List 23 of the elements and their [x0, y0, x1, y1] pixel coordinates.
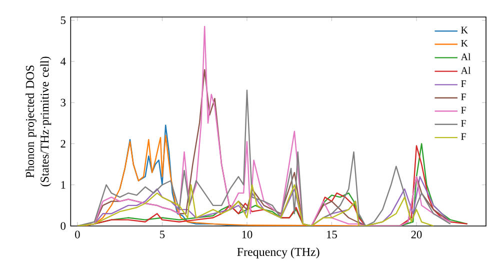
legend-label: K: [461, 26, 468, 34]
x-tick-label: 5: [160, 230, 165, 238]
x-tick-label: 10: [242, 230, 252, 238]
legend-label: Al: [460, 53, 471, 60]
x-tick-label: 15: [327, 230, 337, 238]
x-tick-label: 20: [411, 230, 422, 238]
line-series: [76, 184, 434, 226]
y-tick-label: 1: [61, 181, 66, 189]
x-tick-label: 0: [75, 230, 80, 238]
y-tick-label: 4: [60, 58, 66, 66]
y-axis-title: Phonon projected DOS (States/THz·primitive cell): [26, 56, 52, 186]
legend-label: F: [461, 106, 466, 114]
x-axis-title: Frequency (THz): [237, 248, 320, 258]
y-tick-label: 2: [60, 140, 66, 148]
y-tick-label: 0: [60, 222, 66, 230]
legend-label: F: [461, 133, 466, 140]
legend-label: F: [461, 80, 466, 87]
y-tick-label: 5: [60, 16, 66, 24]
legend-label: F: [461, 120, 466, 127]
legend-label: K: [461, 40, 468, 47]
y-tick-label: 3: [60, 98, 66, 106]
legend-label: F: [461, 94, 466, 100]
legend-label: Al: [460, 66, 471, 74]
